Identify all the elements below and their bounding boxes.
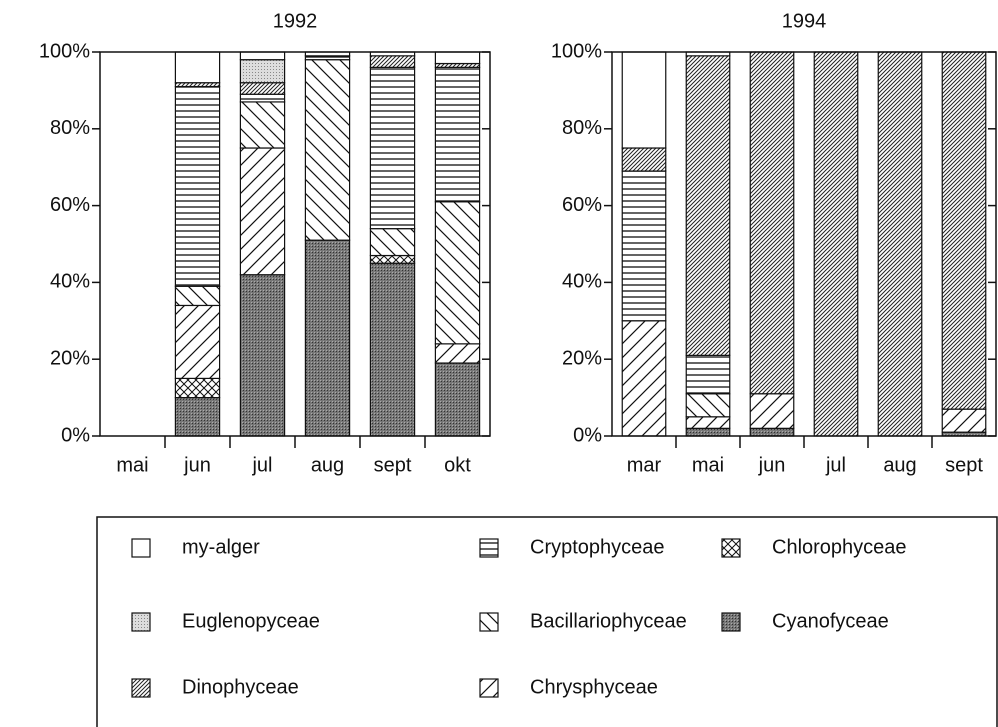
legend-swatch bbox=[479, 612, 499, 632]
x-tick-label: aug bbox=[311, 454, 344, 476]
legend-swatch bbox=[721, 612, 741, 632]
bar-segment bbox=[369, 55, 416, 68]
bar-segment bbox=[239, 147, 286, 276]
bar-segment bbox=[239, 59, 286, 84]
legend-swatch bbox=[131, 612, 151, 632]
bar-segment bbox=[434, 362, 481, 437]
y-tick-label: 0% bbox=[61, 424, 90, 446]
bar-segment bbox=[174, 377, 221, 399]
y-tick-label: 80% bbox=[50, 117, 90, 139]
legend-label: Cryptophyceae bbox=[530, 536, 665, 558]
legend-label: Chrysphyceae bbox=[530, 676, 658, 698]
bar-segment bbox=[239, 274, 286, 437]
bar-segment bbox=[621, 320, 667, 437]
bar-segment bbox=[434, 201, 481, 345]
legend-swatch bbox=[721, 538, 741, 558]
bar-segment bbox=[749, 51, 795, 395]
plot-frame bbox=[611, 51, 997, 437]
x-tick-label: jun bbox=[758, 454, 786, 476]
x-tick-label: mai bbox=[116, 454, 148, 476]
legend-swatch bbox=[479, 678, 499, 698]
x-tick-label: jul bbox=[251, 454, 272, 476]
y-tick-label: 20% bbox=[50, 347, 90, 369]
bar-segment bbox=[434, 343, 481, 364]
legend-swatch bbox=[131, 678, 151, 698]
y-tick-label: 40% bbox=[562, 271, 602, 293]
bar-segment bbox=[813, 51, 859, 437]
bar-segment bbox=[434, 66, 481, 203]
bar-segment bbox=[239, 101, 286, 149]
bar-segment bbox=[174, 51, 221, 84]
legend-swatch bbox=[131, 538, 151, 558]
x-tick-label: okt bbox=[444, 454, 471, 476]
bar-segment bbox=[174, 285, 221, 307]
bar-segment bbox=[749, 427, 795, 437]
bar-segment bbox=[685, 416, 731, 429]
x-tick-label: mai bbox=[692, 454, 724, 476]
y-tick-label: 100% bbox=[39, 40, 90, 62]
y-tick-label: 0% bbox=[573, 424, 602, 446]
x-tick-label: sept bbox=[945, 454, 983, 476]
chart-title: 1992 bbox=[273, 10, 318, 32]
plot-frame bbox=[99, 51, 491, 437]
legend-label: Bacillariophyceae bbox=[530, 610, 687, 632]
bar-segment bbox=[239, 51, 286, 61]
y-tick-label: 60% bbox=[562, 194, 602, 216]
bar-segment bbox=[877, 51, 923, 437]
chart-title: 1994 bbox=[782, 10, 827, 32]
bar-segment bbox=[621, 170, 667, 322]
bar-segment bbox=[239, 82, 286, 95]
legend-label: Cyanofyceae bbox=[772, 610, 889, 632]
y-tick-label: 80% bbox=[562, 117, 602, 139]
legend-label: Euglenopyceae bbox=[182, 610, 320, 632]
x-tick-label: jun bbox=[183, 454, 211, 476]
bar-segment bbox=[621, 51, 667, 149]
x-tick-label: mar bbox=[627, 454, 662, 476]
legend-label: Dinophyceae bbox=[182, 676, 299, 698]
x-tick-label: aug bbox=[883, 454, 916, 476]
y-tick-label: 100% bbox=[551, 40, 602, 62]
legend-label: my-alger bbox=[182, 536, 260, 558]
bar-segment bbox=[369, 66, 416, 230]
y-tick-label: 60% bbox=[50, 194, 90, 216]
legend-box bbox=[96, 516, 998, 727]
bar-segment bbox=[685, 55, 731, 356]
legend-label: Chlorophyceae bbox=[772, 536, 907, 558]
bar-segment bbox=[685, 393, 731, 418]
bar-segment bbox=[621, 147, 667, 172]
x-tick-label: sept bbox=[374, 454, 412, 476]
bar-segment bbox=[685, 354, 731, 395]
bar-segment bbox=[369, 228, 416, 257]
y-tick-label: 20% bbox=[562, 347, 602, 369]
bar-segment bbox=[239, 93, 286, 103]
bar-segment bbox=[941, 51, 987, 410]
bar-segment bbox=[174, 304, 221, 380]
bar-segment bbox=[369, 254, 416, 264]
y-tick-label: 40% bbox=[50, 271, 90, 293]
bar-segment bbox=[174, 85, 221, 287]
bar-segment bbox=[174, 397, 221, 437]
bar-segment bbox=[304, 59, 351, 241]
bar-segment bbox=[369, 262, 416, 437]
bar-segment bbox=[941, 408, 987, 433]
legend-swatch bbox=[479, 538, 499, 558]
bar-segment bbox=[749, 393, 795, 429]
bar-segment bbox=[304, 239, 351, 437]
bar-segment bbox=[434, 51, 481, 65]
bar-segment bbox=[685, 427, 731, 437]
x-tick-label: jul bbox=[825, 454, 846, 476]
